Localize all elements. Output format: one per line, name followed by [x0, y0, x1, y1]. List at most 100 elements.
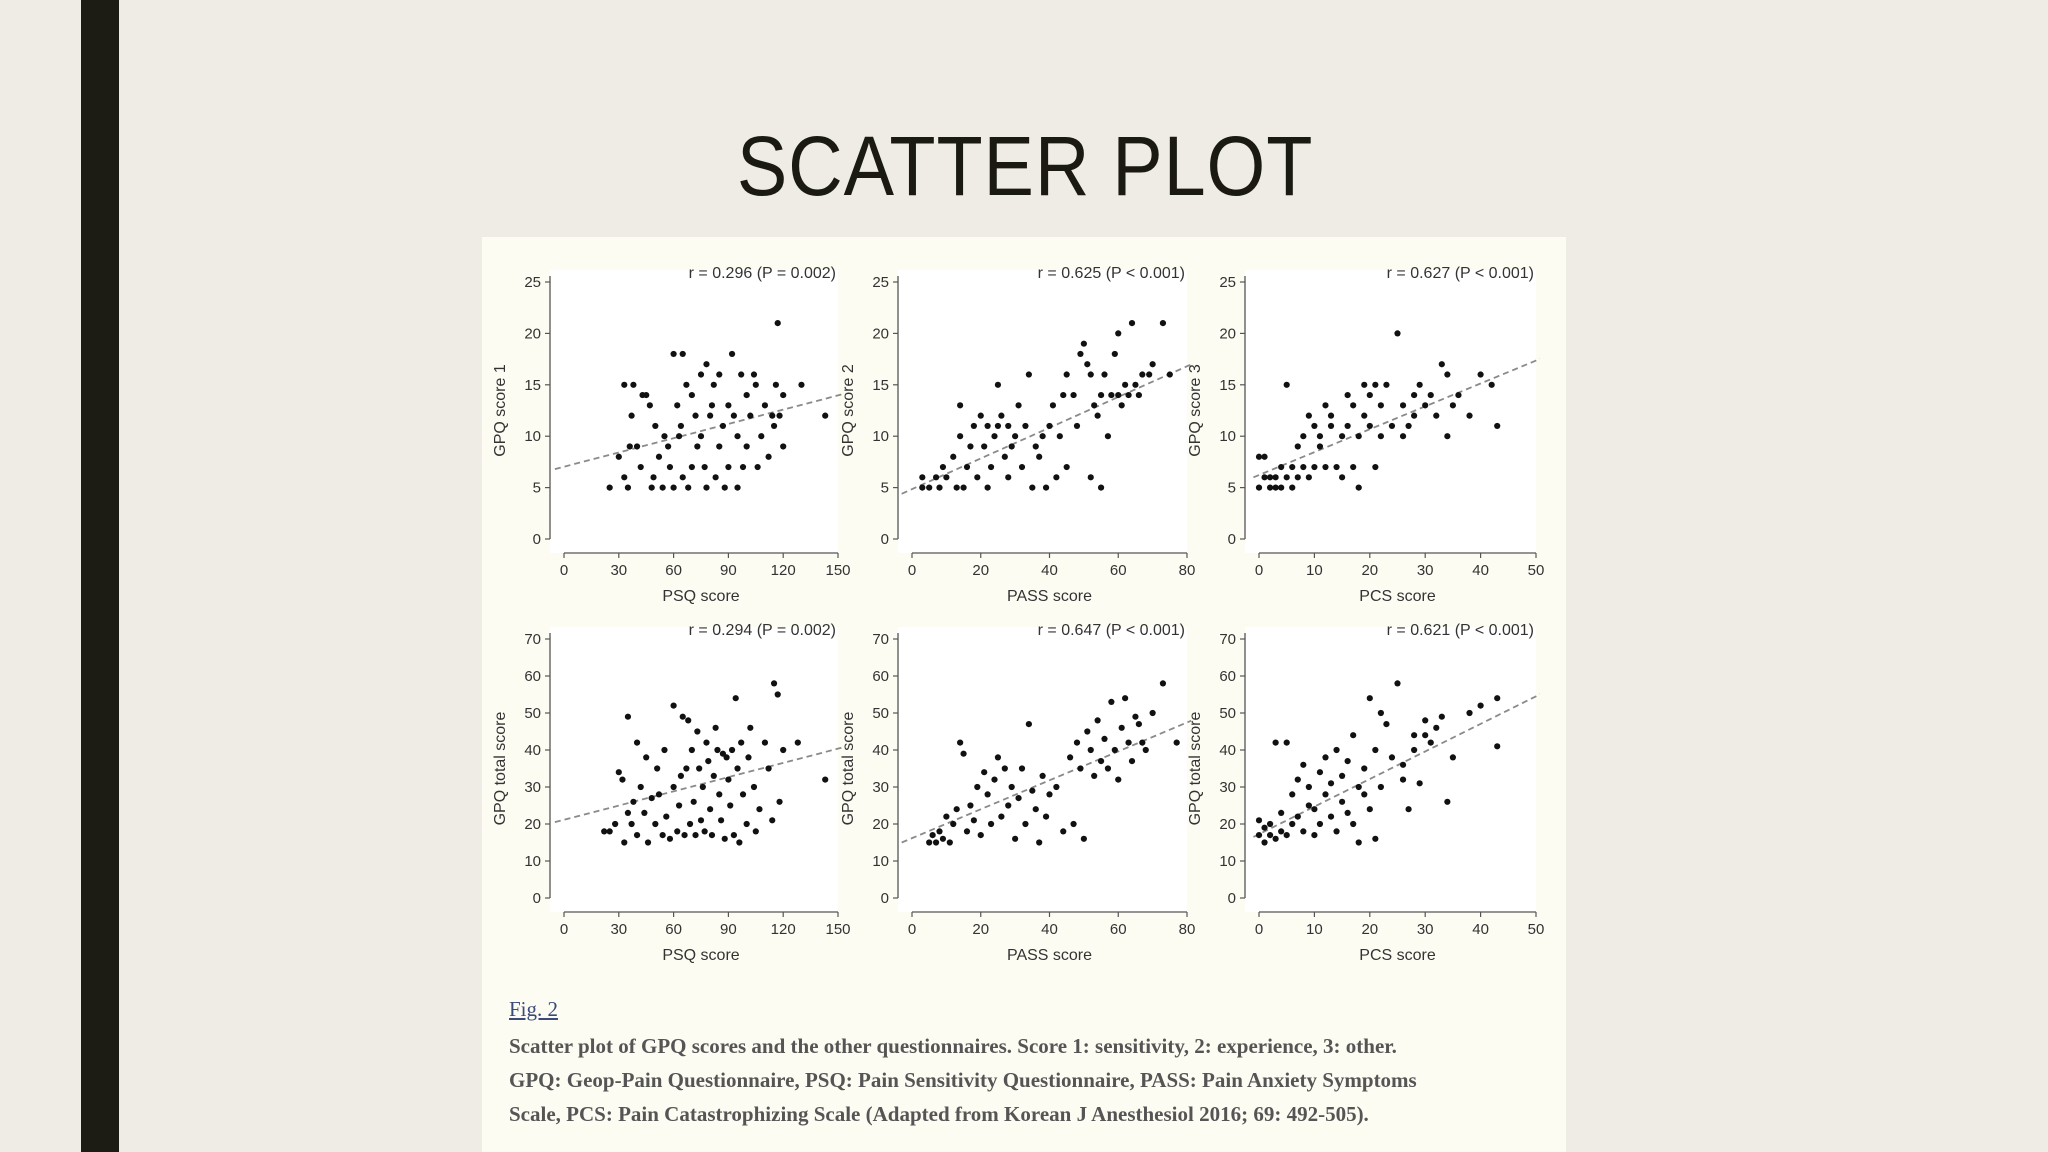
data-point	[670, 350, 677, 358]
data-point	[1289, 463, 1296, 471]
data-point	[994, 381, 1002, 388]
data-point	[1327, 780, 1335, 787]
slide-side-bar	[81, 0, 119, 1152]
data-point	[1036, 839, 1043, 846]
data-point	[1344, 809, 1351, 817]
data-point	[1008, 783, 1015, 791]
data-point	[1322, 463, 1329, 471]
x-axis-label: PASS score	[1007, 588, 1092, 605]
x-axis-label: PSQ score	[662, 947, 739, 964]
data-point	[1433, 724, 1440, 731]
data-point	[770, 422, 778, 430]
data-point	[776, 798, 783, 805]
data-point	[1449, 402, 1456, 409]
data-point	[1060, 391, 1067, 399]
data-point	[694, 728, 701, 735]
data-point	[708, 832, 716, 839]
data-point	[1005, 422, 1012, 430]
data-point	[626, 443, 633, 450]
data-point	[665, 443, 672, 450]
data-point	[1087, 474, 1094, 481]
data-point	[1080, 340, 1087, 347]
y-tick-label: 0	[881, 890, 889, 907]
data-point	[1399, 433, 1407, 440]
data-point	[628, 412, 635, 419]
data-point	[953, 806, 960, 813]
y-tick-label: 15	[872, 377, 889, 394]
data-point	[1278, 463, 1285, 471]
data-point	[1091, 402, 1098, 409]
data-point	[1405, 806, 1412, 813]
data-point	[1388, 754, 1396, 761]
data-point	[1477, 371, 1484, 378]
figure-link[interactable]: Fig. 2	[509, 997, 559, 1021]
data-point	[1101, 735, 1108, 742]
y-tick-label: 50	[872, 705, 889, 722]
data-point	[714, 746, 721, 754]
y-tick-label: 40	[872, 742, 889, 759]
x-tick-label: 90	[720, 562, 737, 579]
data-point	[675, 433, 683, 440]
y-tick-label: 10	[524, 428, 541, 445]
x-tick-label: 40	[1041, 562, 1058, 579]
data-point	[670, 702, 677, 709]
data-point	[776, 412, 783, 419]
scatter-panel-top-left: 0 5 10 15 20 25 0 30 60 90 120 150 PSQ score GPQ scor…	[492, 265, 851, 605]
data-point	[659, 484, 666, 491]
data-point	[1087, 371, 1094, 378]
data-point	[675, 802, 683, 809]
data-point	[772, 381, 779, 388]
data-point	[1283, 832, 1290, 839]
data-point	[750, 371, 758, 378]
data-point	[1311, 463, 1318, 471]
data-point	[710, 381, 717, 388]
data-point	[701, 828, 708, 835]
data-point	[734, 433, 741, 440]
data-point	[655, 453, 663, 460]
data-point	[1012, 433, 1019, 440]
data-point	[1077, 765, 1084, 772]
data-point	[1266, 820, 1274, 828]
data-point	[1366, 391, 1373, 399]
data-point	[1411, 412, 1418, 419]
data-point	[721, 835, 728, 842]
data-point	[721, 484, 728, 491]
data-point	[727, 802, 734, 809]
data-point	[1383, 381, 1390, 388]
data-point	[670, 783, 677, 791]
data-point	[752, 381, 759, 388]
data-point	[758, 433, 765, 440]
trend-line	[1253, 357, 1540, 479]
data-point	[998, 412, 1005, 419]
x-tick-label: 0	[1255, 921, 1263, 938]
y-tick-label: 25	[524, 274, 541, 291]
data-point	[679, 350, 686, 358]
data-point	[994, 754, 1002, 761]
data-point	[756, 806, 763, 813]
data-point	[655, 791, 663, 798]
data-point	[725, 402, 732, 409]
x-tick-label: 60	[1110, 562, 1127, 579]
x-tick-label: 60	[665, 921, 682, 938]
correlation-annotation: r = 0.647 (P < 0.001)	[1038, 622, 1185, 639]
data-point	[1029, 484, 1036, 491]
x-tick-label: 60	[1110, 921, 1127, 938]
data-point	[699, 783, 706, 791]
x-tick-label: 80	[1179, 562, 1196, 579]
data-point	[1115, 776, 1122, 783]
data-point	[1261, 824, 1268, 831]
data-point	[690, 798, 697, 805]
data-point	[685, 484, 692, 491]
y-tick-label: 0	[881, 531, 889, 548]
data-point	[606, 828, 613, 835]
data-point	[1488, 381, 1495, 388]
plot-area	[1245, 270, 1536, 553]
data-point	[1333, 828, 1340, 835]
y-tick-label: 30	[1219, 779, 1236, 796]
data-point	[1077, 350, 1084, 358]
data-point	[1278, 809, 1285, 817]
data-point	[1311, 806, 1318, 813]
y-tick-label: 40	[524, 742, 541, 759]
x-tick-label: 120	[771, 921, 796, 938]
data-point	[1022, 820, 1029, 828]
